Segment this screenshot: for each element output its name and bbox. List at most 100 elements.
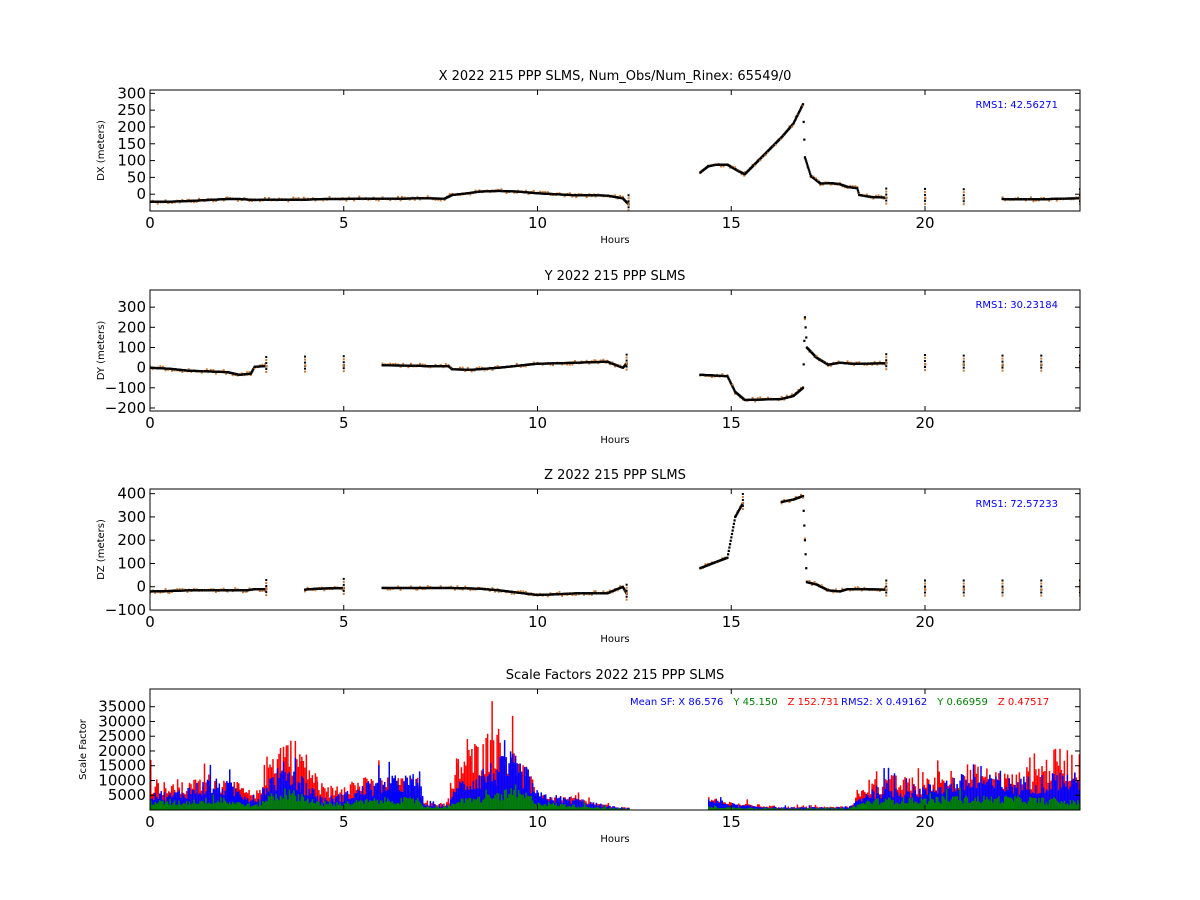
data-point-edge — [496, 365, 499, 368]
data-point-edge — [439, 585, 442, 588]
data-bar — [760, 807, 762, 810]
data-bar — [1078, 754, 1080, 810]
data-point — [803, 316, 807, 319]
data-bar — [415, 779, 417, 810]
data-point-edge — [225, 196, 228, 199]
data-bar — [804, 807, 806, 810]
data-point-edge — [394, 362, 397, 365]
data-point-edge — [721, 373, 724, 376]
data-bar — [372, 780, 374, 810]
data-point-edge — [236, 199, 239, 202]
data-point — [803, 138, 806, 141]
data-point-edge — [780, 502, 783, 505]
data-bar — [574, 798, 577, 810]
data-point-edge — [358, 195, 361, 198]
data-bar — [227, 782, 229, 810]
data-bar — [432, 801, 435, 810]
data-point — [804, 553, 807, 556]
data-point-edge — [214, 199, 217, 202]
data-point — [924, 199, 926, 202]
data-bar — [471, 749, 473, 810]
data-point-edge — [614, 365, 616, 368]
data-bar — [589, 801, 592, 810]
data-point — [962, 582, 965, 585]
data-bar — [712, 801, 714, 810]
data-bar — [588, 797, 590, 810]
data-bar — [796, 807, 799, 810]
data-point-edge — [461, 366, 464, 369]
data-point-edge — [764, 154, 767, 157]
data-point — [250, 371, 253, 374]
data-point-edge — [754, 400, 757, 403]
data-point-edge — [192, 201, 195, 204]
data-point — [627, 200, 630, 203]
data-point-edge — [860, 589, 863, 592]
data-bar — [257, 798, 260, 810]
data-point-edge — [783, 498, 786, 501]
data-bar — [580, 801, 583, 810]
data-bar — [723, 803, 725, 810]
data-point-edge — [159, 365, 162, 368]
data-bar — [151, 798, 153, 810]
data-point — [265, 362, 268, 365]
data-point — [1001, 357, 1004, 360]
data-point-edge — [625, 591, 628, 594]
data-point-edge — [167, 591, 170, 594]
data-point-edge — [575, 196, 578, 199]
data-point — [624, 590, 627, 593]
data-point-edge — [865, 363, 868, 366]
data-point-edge — [434, 198, 437, 201]
data-bar — [361, 786, 364, 810]
data-bar — [814, 804, 817, 810]
data-point-edge — [253, 367, 256, 370]
data-point-edge — [399, 588, 402, 591]
data-bar — [196, 782, 198, 810]
data-point-edge — [415, 588, 418, 591]
data-bar — [404, 775, 407, 810]
data-point-edge — [734, 392, 737, 395]
data-point — [304, 370, 306, 373]
data-bar — [285, 745, 288, 810]
data-point — [1040, 360, 1043, 363]
data-bar — [871, 789, 873, 810]
data-point — [265, 368, 268, 371]
data-point — [734, 514, 737, 517]
data-point — [732, 386, 735, 390]
data-bar — [813, 807, 815, 810]
data-point — [798, 110, 801, 114]
data-point — [729, 539, 732, 542]
data-point-edge — [245, 371, 248, 374]
data-bar — [761, 807, 763, 810]
data-bar — [454, 792, 456, 810]
data-point — [342, 586, 345, 589]
data-point — [265, 356, 268, 359]
data-bar — [251, 799, 253, 810]
data-point-edge — [594, 359, 597, 362]
data-bar — [513, 762, 515, 810]
data-point — [792, 121, 796, 124]
data-point-edge — [541, 190, 544, 193]
data-bar — [519, 763, 521, 810]
data-point-edge — [418, 362, 421, 365]
data-point — [885, 353, 888, 356]
y-tick-label: 100 — [117, 554, 146, 572]
data-bar — [287, 773, 289, 810]
data-point — [803, 524, 806, 527]
data-bar — [844, 806, 847, 810]
data-point — [807, 166, 810, 169]
data-point-edge — [243, 197, 246, 200]
data-point-edge — [546, 191, 549, 194]
data-point-edge — [164, 369, 167, 372]
data-bar — [349, 799, 352, 810]
data-point-edge — [719, 165, 722, 168]
data-point — [732, 388, 736, 391]
data-bar — [914, 790, 917, 810]
data-point-edge — [834, 588, 837, 591]
data-bar — [937, 760, 939, 810]
data-bar — [462, 781, 464, 810]
data-point-edge — [399, 199, 402, 202]
data-bar — [1026, 767, 1028, 810]
data-point-edge — [426, 195, 429, 198]
data-point-edge — [407, 366, 410, 369]
data-point-edge — [400, 195, 403, 198]
